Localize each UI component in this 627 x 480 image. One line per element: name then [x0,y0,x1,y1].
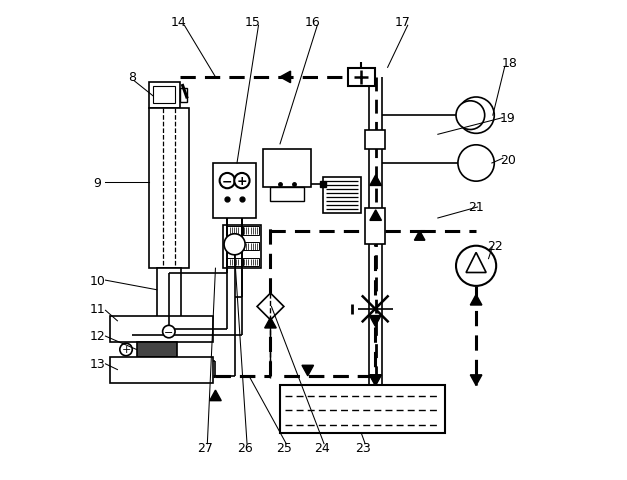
Text: 16: 16 [305,16,320,29]
Polygon shape [370,176,381,186]
Bar [110,357,213,383]
Circle shape [224,234,245,255]
Bar [223,226,261,269]
Bar [263,149,311,188]
Polygon shape [265,318,277,328]
Bar [149,109,189,269]
Text: 9: 9 [93,176,102,189]
Bar [153,87,175,104]
Bar [226,242,243,251]
Text: 15: 15 [245,16,261,29]
Polygon shape [370,375,381,385]
Bar [149,83,179,109]
Circle shape [162,325,175,338]
Bar [243,258,260,267]
Circle shape [458,98,494,134]
Text: 25: 25 [276,441,292,454]
Bar [110,316,213,343]
Bar [348,69,375,86]
Text: 17: 17 [395,16,411,29]
Polygon shape [280,72,290,84]
Circle shape [456,246,496,286]
Text: 24: 24 [314,441,330,454]
Text: 13: 13 [90,358,105,371]
Text: 19: 19 [500,112,515,125]
Bar [137,343,177,357]
Bar [365,131,385,149]
Circle shape [458,145,494,182]
Bar [365,209,385,245]
Bar [270,188,304,202]
Text: 20: 20 [500,153,515,166]
Polygon shape [209,390,221,401]
Bar [179,89,187,103]
Bar [226,258,243,267]
Bar [243,242,260,251]
Text: +: + [122,345,130,355]
Text: 8: 8 [128,71,136,84]
Bar [157,269,181,328]
Text: 26: 26 [237,441,253,454]
Bar [243,227,260,235]
Text: 21: 21 [468,200,484,213]
Polygon shape [414,231,425,240]
Text: 23: 23 [355,441,371,454]
Polygon shape [470,295,482,305]
Text: 22: 22 [487,240,503,252]
Text: 10: 10 [90,274,105,287]
Text: 14: 14 [171,16,186,29]
Bar [226,227,243,235]
Circle shape [120,344,132,356]
Text: −: − [222,175,233,188]
Polygon shape [370,210,381,221]
Circle shape [219,174,235,189]
Text: +: + [236,175,247,188]
Text: 12: 12 [90,329,105,342]
Bar [280,385,445,433]
Bar [323,178,361,214]
Polygon shape [369,316,381,326]
Text: 18: 18 [502,57,517,70]
Text: 27: 27 [198,441,213,454]
Text: 11: 11 [90,303,105,316]
Circle shape [234,174,250,189]
Polygon shape [470,375,482,385]
Circle shape [456,102,485,130]
Text: −: − [164,327,174,337]
Bar [213,164,256,218]
Polygon shape [302,365,314,376]
Polygon shape [369,375,381,385]
